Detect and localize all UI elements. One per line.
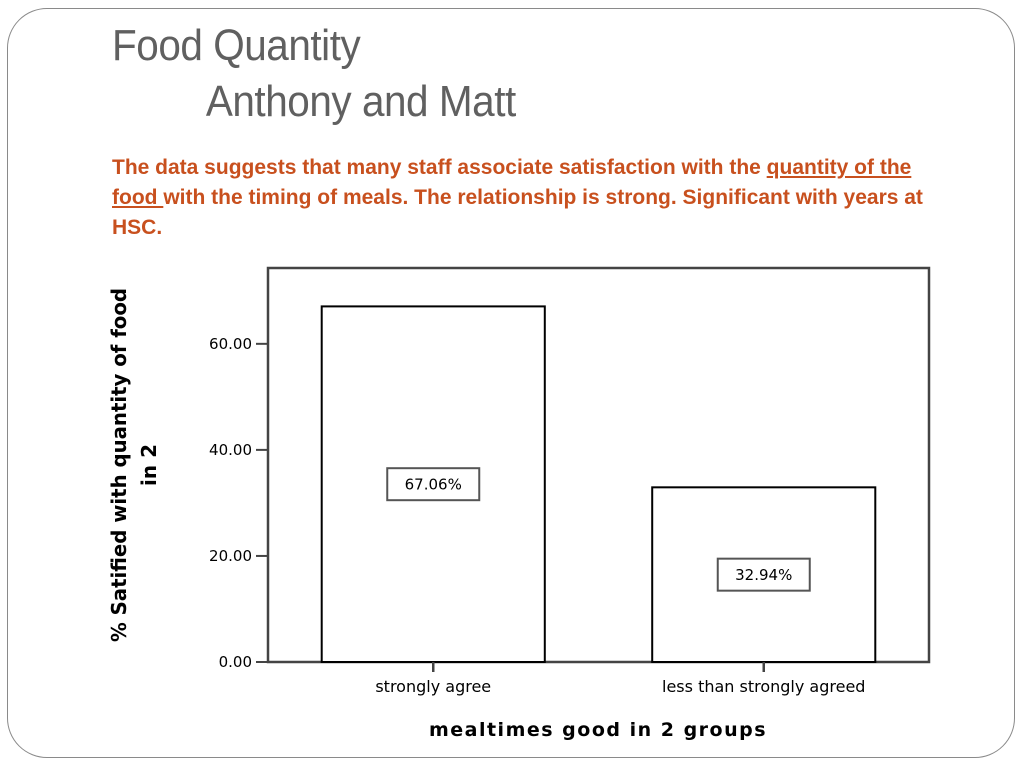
y-tick-label: 60.00: [209, 335, 252, 353]
y-tick-label: 20.00: [209, 547, 252, 565]
y-axis: 0.00 20.00 40.00 60.00: [209, 335, 268, 671]
bars: 67.06% 32.94%: [320, 305, 877, 663]
slide-title: Food Quantity: [112, 21, 361, 70]
data-label: 32.94%: [735, 566, 792, 584]
slide-caption: The data suggests that many staff associ…: [112, 153, 932, 243]
caption-underlined: quantity of the food: [112, 156, 912, 209]
x-tick-label: strongly agree: [375, 677, 491, 696]
data-label: 67.06%: [405, 476, 462, 494]
y-tick-label: 0.00: [219, 653, 252, 671]
y-axis-title-line-1: % Satified with quantity of food: [107, 288, 131, 642]
x-tick-label: less than strongly agreed: [662, 677, 865, 696]
caption-part-2: with the timing of meals. The relationsh…: [112, 186, 923, 239]
title-block: Food Quantity Anthony and Matt: [112, 20, 551, 132]
caption-part-1: The data suggests that many staff associ…: [112, 156, 767, 179]
y-axis-title-line-2: in 2: [137, 444, 161, 486]
x-axis-title: mealtimes good in 2 groups: [429, 719, 767, 741]
data-label-box: [386, 467, 481, 502]
slide-subtitle: Anthony and Matt: [205, 77, 516, 126]
plot-frame: [266, 266, 931, 664]
y-axis-title-group: % Satified with quantity of food in 2: [107, 288, 161, 642]
y-tick-label: 40.00: [209, 441, 252, 459]
x-axis: strongly agree less than strongly agreed: [375, 662, 865, 696]
slide-frame: [7, 8, 1015, 758]
data-label-box: [716, 557, 811, 592]
